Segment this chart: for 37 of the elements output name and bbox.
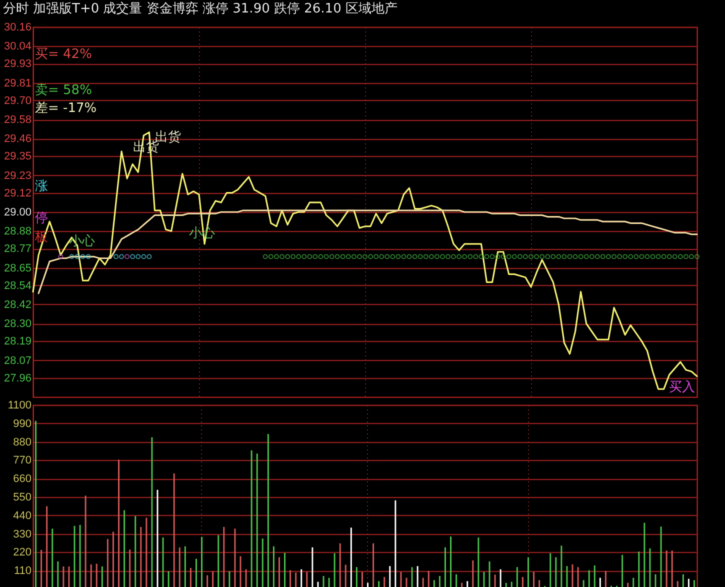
y-tick-label: 28.30	[4, 318, 32, 330]
y-tick-label: 29.70	[4, 94, 32, 107]
chart-title: 分时 加强版T+0 成交量 资金博弈 涨停 31.90 跌停 26.10 区域地产	[2, 0, 398, 16]
y-tick-label: 660	[13, 473, 32, 486]
y-tick-label: 29.23	[4, 170, 32, 182]
y-tick-label: 990	[13, 418, 32, 430]
y-tick-label: 29.35	[4, 150, 32, 163]
y-tick-label: 30.04	[4, 40, 32, 53]
y-tick-label: 29.00	[4, 206, 32, 218]
y-tick-label: 770	[13, 454, 32, 467]
y-tick-label: 27.96	[4, 372, 32, 384]
annotation: 停	[35, 211, 48, 226]
annotation: 涨	[35, 179, 48, 194]
y-tick-label: 28.07	[4, 354, 32, 367]
y-tick-label: 110	[14, 565, 32, 578]
annotation: 买= 42%	[35, 47, 92, 62]
y-tick-label: 29.93	[4, 58, 32, 70]
y-tick-label: 29.46	[4, 133, 32, 146]
annotation: 差= -17%	[35, 101, 97, 116]
annotation: 卖= 58%	[35, 83, 92, 98]
y-tick-label: 28.19	[4, 336, 32, 348]
y-tick-label: 220	[13, 546, 32, 559]
y-tick-label: 28.54	[4, 280, 32, 292]
y-tick-label: 330	[13, 528, 32, 540]
y-tick-label: 550	[13, 492, 32, 504]
y-tick-label: 29.58	[4, 114, 32, 126]
y-tick-label: 30.16	[4, 22, 32, 34]
y-tick-label: 28.42	[4, 299, 32, 311]
y-tick-label: 29.81	[4, 77, 32, 90]
y-tick-label: 28.88	[4, 226, 32, 238]
y-tick-label: 29.12	[4, 187, 32, 200]
y-tick-label: 28.77	[4, 243, 32, 256]
annotation: 买入	[669, 380, 695, 395]
y-tick-label: 880	[13, 436, 32, 448]
y-tick-label: 28.65	[4, 262, 32, 274]
y-tick-label: 440	[13, 510, 32, 522]
y-tick-label: 1100	[8, 400, 32, 412]
